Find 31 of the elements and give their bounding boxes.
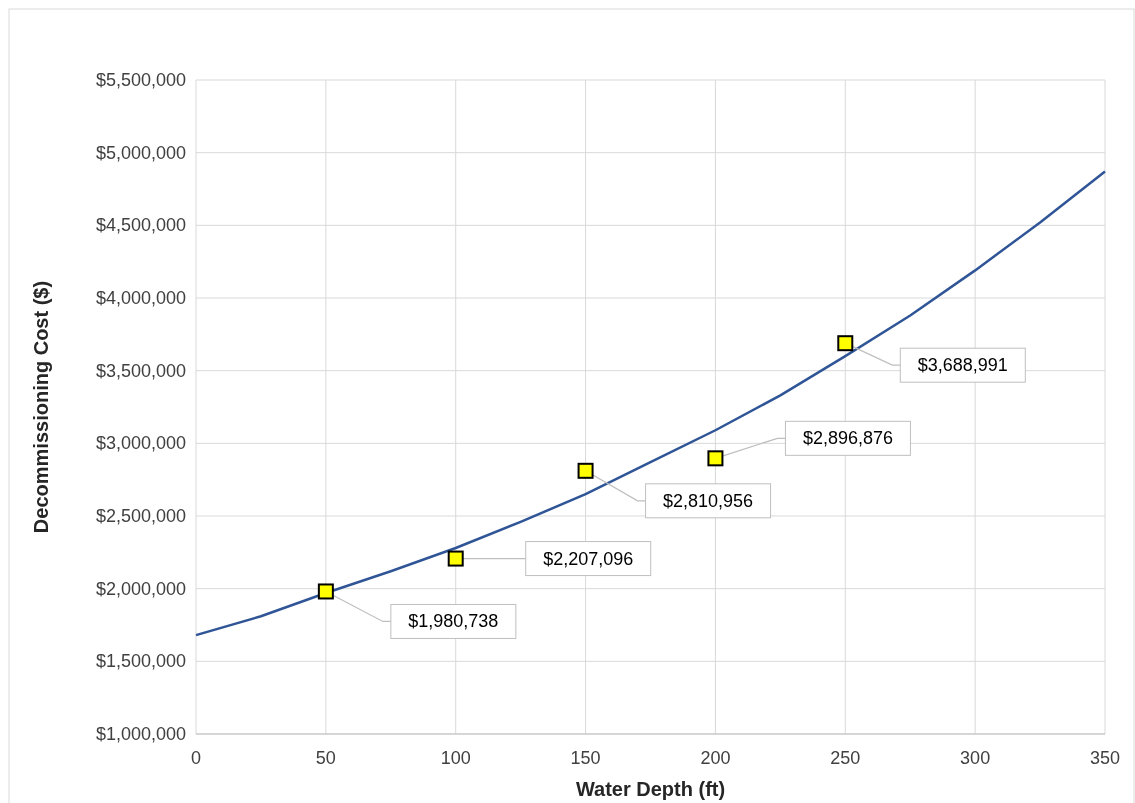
x-tick-label: 200: [700, 748, 731, 768]
y-axis-title: Decommissioning Cost ($): [30, 280, 52, 534]
y-tick-label: $4,500,000: [95, 215, 186, 236]
data-label: $3,688,991: [917, 355, 1008, 376]
y-tick-label: $2,000,000: [95, 578, 186, 599]
line-series: [194, 170, 1107, 637]
x-tick-label: 250: [830, 748, 861, 768]
y-tick-label: $1,500,000: [95, 651, 186, 672]
data-label: $1,980,738: [408, 611, 499, 632]
y-tick-label: $5,000,000: [95, 142, 186, 163]
x-axis-title: Water Depth (ft): [575, 778, 726, 800]
y-tick-label: $1,000,000: [95, 724, 186, 744]
data-label: $2,896,876: [802, 428, 893, 449]
point: [577, 462, 594, 479]
y-tick-label: $2,500,000: [95, 506, 186, 526]
x-tick-label: 0: [190, 748, 202, 768]
y-tick-label: $3,000,000: [95, 433, 186, 454]
x-tick-label: 300: [960, 748, 991, 768]
y-tick-label: $4,000,000: [95, 288, 186, 308]
point: [707, 450, 724, 467]
data-label: $2,207,096: [543, 548, 634, 569]
x-tick-label: 150: [570, 748, 601, 768]
x-tick-label: 50: [315, 748, 336, 768]
point: [447, 550, 464, 567]
x-tick-label: 100: [440, 748, 471, 768]
data-label: $2,810,956: [663, 490, 754, 511]
y-tick-label: $3,500,000: [95, 360, 186, 381]
point: [837, 335, 854, 352]
y-tick-label: $5,500,000: [95, 70, 186, 90]
x-tick-label: 350: [1089, 748, 1121, 768]
point: [317, 583, 334, 600]
